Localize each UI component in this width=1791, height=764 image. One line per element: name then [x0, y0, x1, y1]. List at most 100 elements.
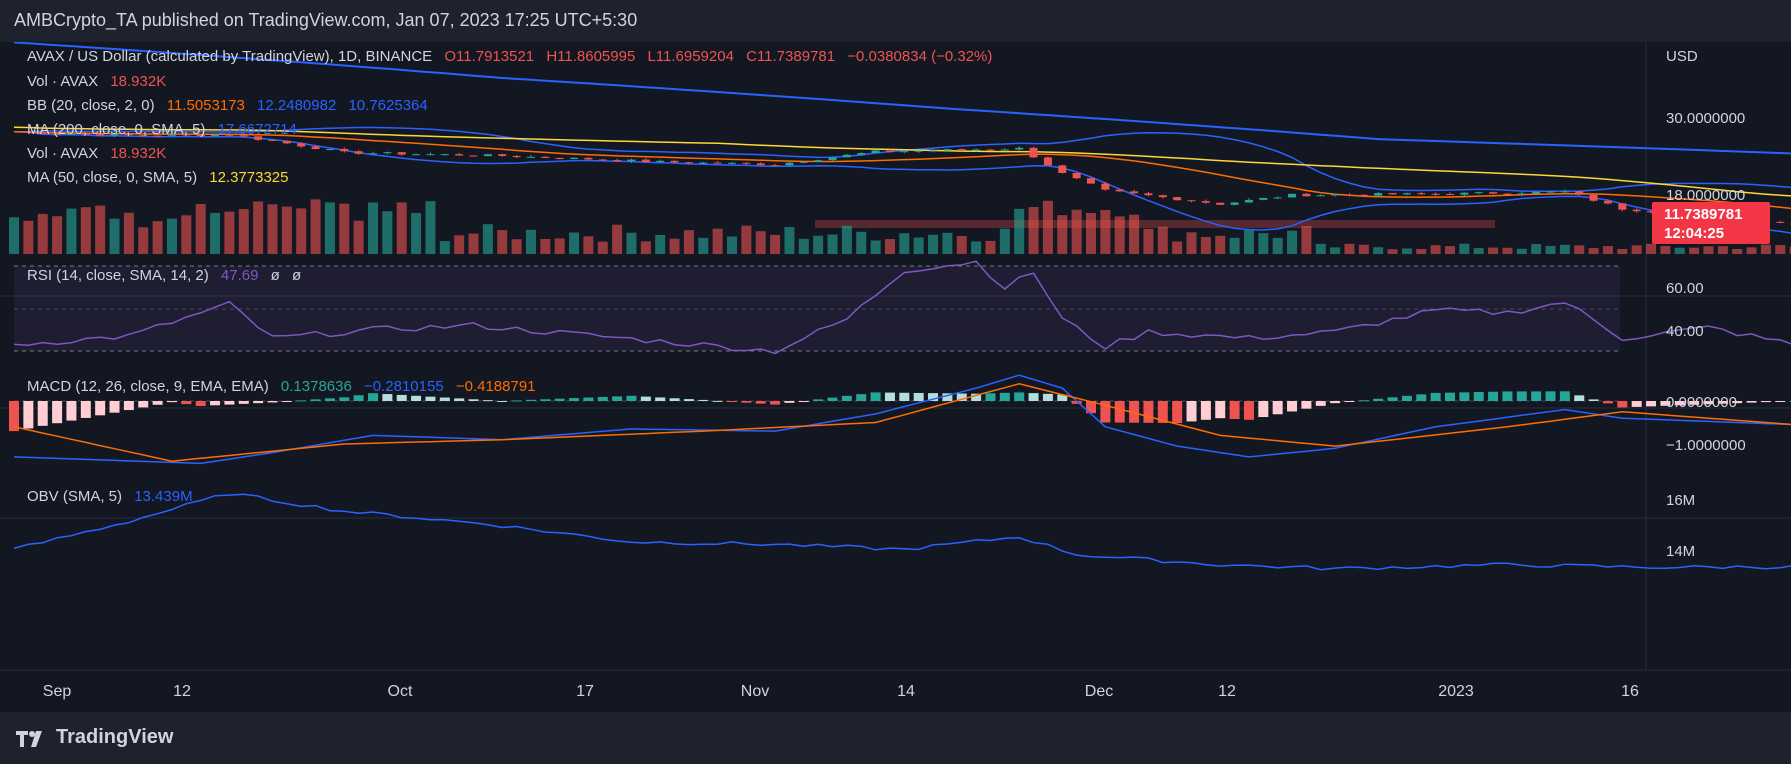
chart-svg[interactable]: AVAX / US Dollar (calculated by TradingV… — [0, 42, 1791, 712]
legend-obv-label: OBV (SMA, 5) — [27, 488, 122, 505]
candle-body — [81, 133, 90, 135]
candle-body — [900, 151, 909, 153]
candle-body — [627, 159, 636, 162]
chart-frame[interactable]: AVAX / US Dollar (calculated by TradingV… — [0, 42, 1791, 712]
candle-body — [1101, 183, 1110, 190]
candle-body — [282, 140, 291, 144]
macd-axis-tick: 0.0000000 — [1666, 394, 1737, 411]
legend-obv[interactable]: OBV (SMA, 5) 13.439M — [27, 488, 193, 505]
candle-body — [728, 162, 736, 164]
volume-bar — [1459, 243, 1470, 254]
volume-bar — [253, 201, 264, 254]
volume-bar — [525, 229, 536, 254]
macd-histogram-bar — [1660, 401, 1671, 406]
time-axis-tick: 12 — [1218, 683, 1236, 700]
macd-histogram-bar — [597, 396, 608, 401]
candle-body — [1446, 194, 1454, 196]
volume-bar — [166, 218, 177, 254]
volume-bar — [37, 213, 48, 254]
candle-body — [1201, 201, 1210, 203]
candle-body — [397, 152, 406, 155]
candle-body — [211, 134, 220, 137]
macd-histogram-bar — [1143, 401, 1154, 423]
candle-body — [1359, 194, 1368, 196]
publisher-line: AMBCrypto_TA published on TradingView.co… — [14, 10, 638, 30]
candle-body — [1532, 191, 1541, 194]
macd-histogram-bar — [1157, 401, 1168, 423]
candle-body — [1072, 172, 1081, 179]
volume-bar — [1028, 207, 1039, 254]
legend-bb[interactable]: BB (20, close, 2, 0) 11.5053173 12.24809… — [27, 97, 428, 114]
rsi-series — [13, 260, 1791, 355]
macd-histogram-bar — [1401, 395, 1412, 401]
candle-body — [1503, 193, 1512, 195]
macd-histogram-bar — [1042, 393, 1053, 401]
candle-body — [1460, 192, 1469, 195]
volume-bar — [683, 230, 694, 254]
legend-ma50-value: 12.3773325 — [209, 169, 288, 186]
macd-histogram-bar — [1631, 401, 1642, 407]
legend-rsi[interactable]: RSI (14, close, SMA, 14, 2) 47.69 ø ø — [27, 267, 301, 284]
volume-bar — [899, 233, 910, 254]
time-axis-tick: Sep — [43, 683, 72, 700]
volume-bar — [798, 238, 809, 254]
volume-bar — [755, 231, 766, 254]
legend-vol-2[interactable]: Vol · AVAX 18.932K — [27, 145, 166, 162]
candle-body — [1316, 195, 1325, 197]
volume-bar — [1330, 247, 1341, 254]
time-axis[interactable]: Sep 12 Oct 17 Nov 14 Dec 12 2023 16 — [43, 683, 1639, 700]
volume-bar — [985, 240, 996, 254]
legend-vol-1[interactable]: Vol · AVAX 18.932K — [27, 73, 166, 90]
volume-bar — [1086, 212, 1096, 254]
volume-bar — [1401, 248, 1412, 254]
time-axis-tick: Oct — [388, 683, 413, 700]
candle-body — [1560, 191, 1569, 193]
legend-ma200[interactable]: MA (200, close, 0, SMA, 5) 17.6672714 — [27, 121, 297, 138]
time-axis-tick: 16 — [1621, 683, 1639, 700]
candle-body — [1474, 192, 1483, 194]
volume-bar — [999, 228, 1010, 254]
macd-histogram-bar — [425, 396, 436, 401]
candle-body — [1087, 178, 1095, 184]
volume-bar — [138, 227, 149, 254]
volume-bar — [626, 232, 637, 254]
volume-bar — [1014, 208, 1025, 254]
macd-histogram-bar — [1775, 401, 1786, 402]
macd-histogram-bar — [683, 399, 694, 401]
candle-body — [1144, 193, 1153, 196]
candle-body — [1618, 203, 1627, 210]
candle-body — [713, 162, 722, 164]
macd-histogram-bar — [1760, 401, 1771, 403]
volume-bar — [1660, 245, 1671, 254]
legend-macd[interactable]: MACD (12, 26, close, 9, EMA, EMA) 0.1378… — [27, 378, 536, 395]
macd-histogram-bar — [1717, 401, 1728, 404]
volume-bar — [425, 201, 436, 254]
macd-line — [13, 374, 1791, 465]
candle-body — [756, 163, 765, 166]
price-badge-bg — [1652, 202, 1770, 244]
volume-bar — [971, 241, 982, 254]
macd-histogram-bar — [1200, 401, 1211, 420]
macd-histogram-bar — [1287, 401, 1298, 412]
macd-histogram-bar — [755, 401, 766, 404]
macd-histogram-bar — [411, 395, 422, 401]
volume-bar — [1301, 226, 1312, 254]
candle-body — [1130, 191, 1139, 194]
legend-ma50[interactable]: MA (50, close, 0, SMA, 5) 12.3773325 — [27, 169, 288, 186]
obv-series — [13, 493, 1791, 571]
volume-bar — [1646, 243, 1657, 254]
legend-macd-line: −0.2810155 — [364, 378, 444, 395]
macd-histogram-bar — [353, 395, 364, 401]
footer-brand[interactable]: TradingView — [14, 726, 173, 749]
macd-histogram-bar — [956, 393, 967, 401]
volume-bar — [66, 208, 77, 254]
price-badge[interactable]: 11.7389781 12:04:25 — [1652, 202, 1770, 244]
macd-histogram-bar — [123, 401, 134, 411]
support-zone — [815, 220, 1495, 228]
macd-histogram-bar — [626, 395, 637, 401]
volume-bar — [669, 238, 680, 254]
time-axis-tick: 2023 — [1438, 683, 1474, 700]
macd-histogram-bar — [1459, 392, 1470, 401]
macd-histogram-bar — [856, 394, 867, 401]
macd-histogram-bar — [9, 401, 19, 432]
